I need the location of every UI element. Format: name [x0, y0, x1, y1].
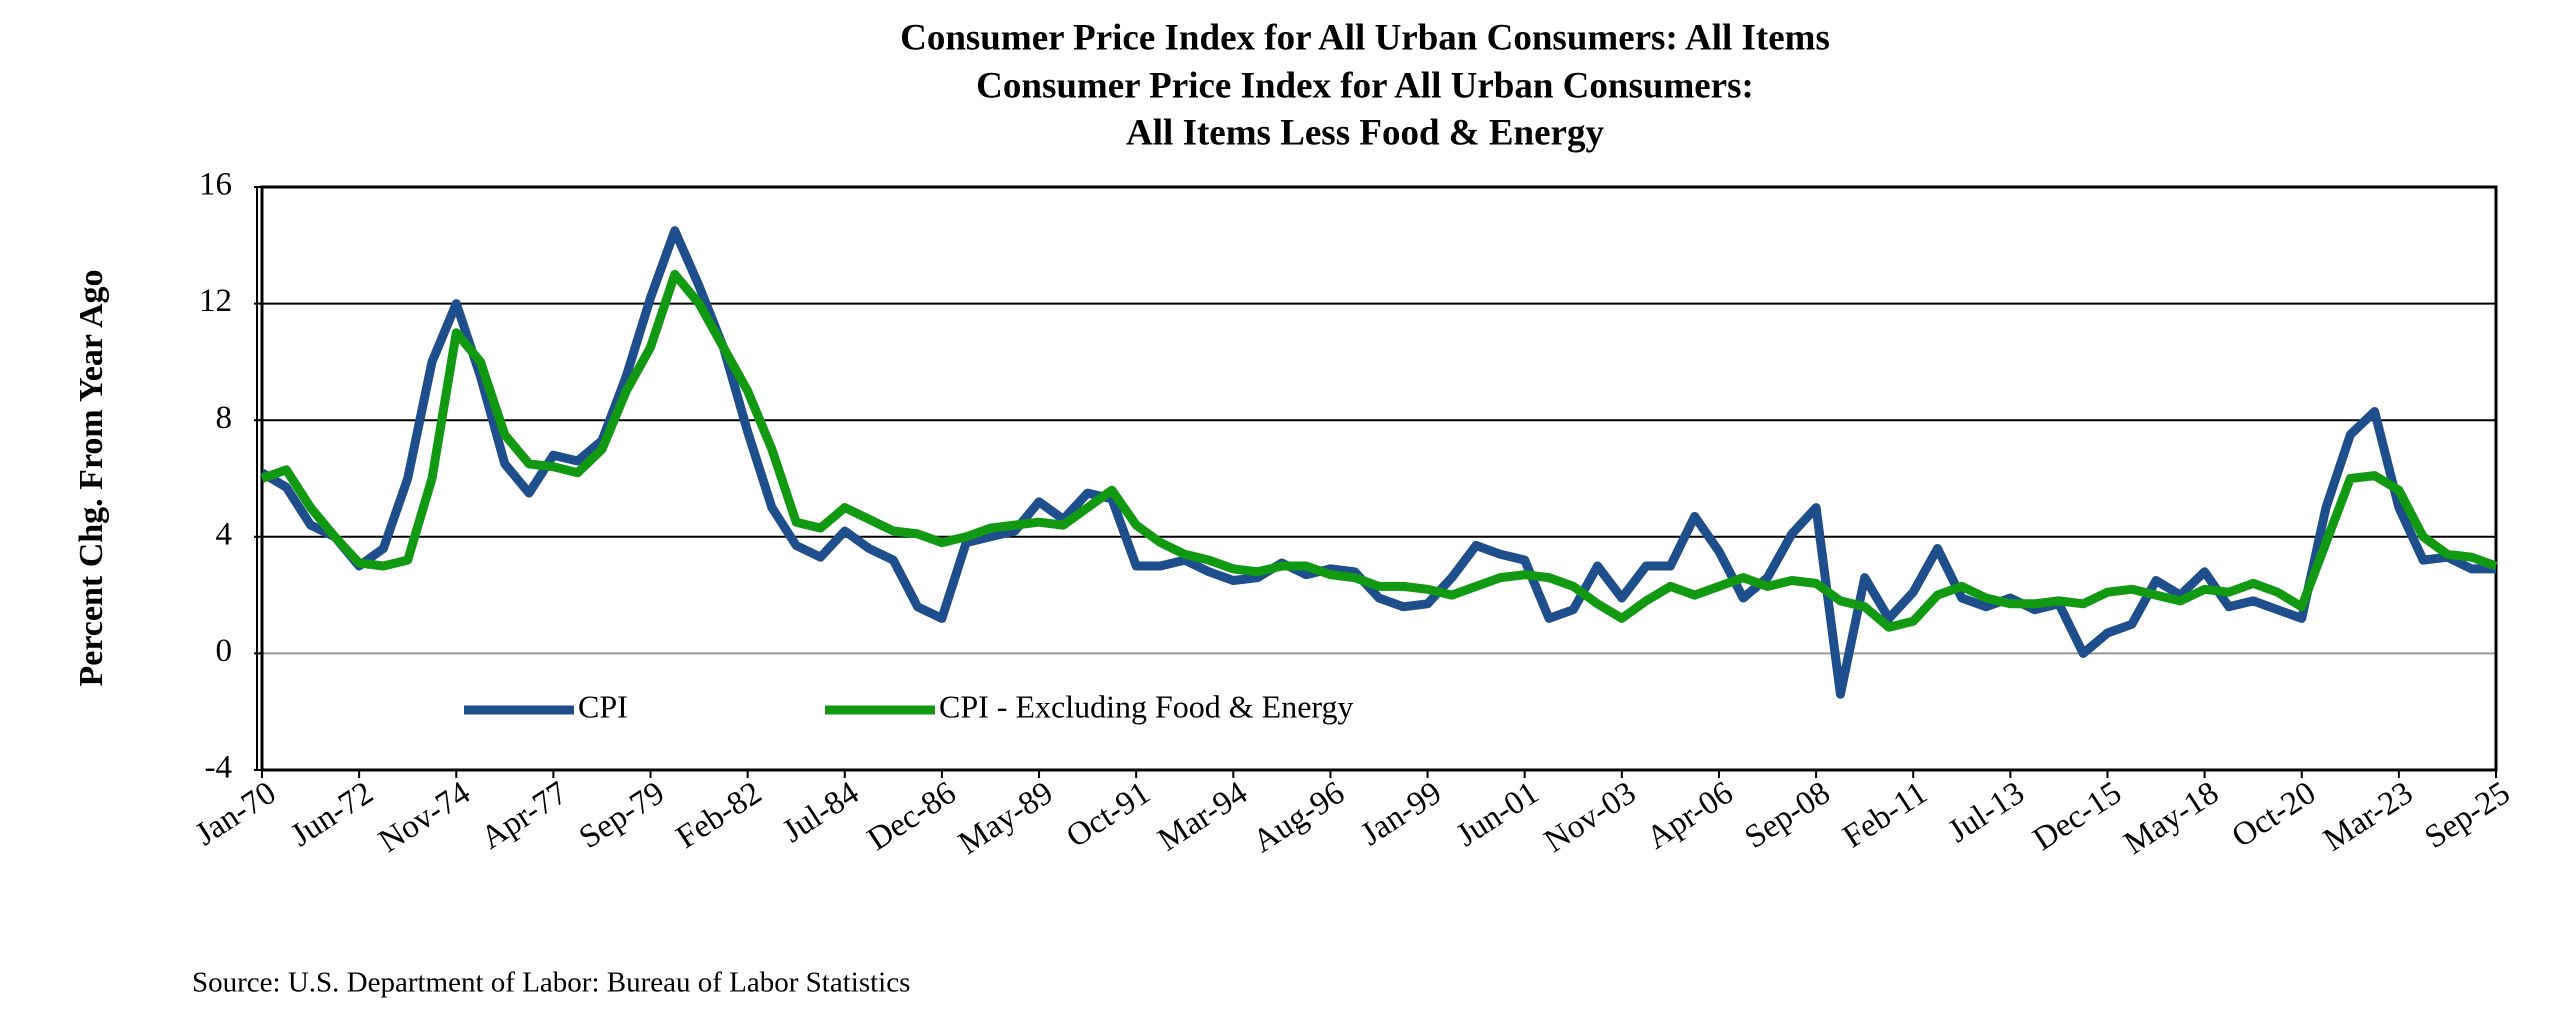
y-tick-label: -4: [205, 750, 233, 786]
y-tick-label: 4: [216, 516, 233, 552]
x-tick-label: Nov-03: [1538, 775, 1642, 860]
y-tick-label: 16: [199, 167, 232, 203]
x-tick-label: Sep-08: [1739, 775, 1837, 856]
x-tick-label: May-89: [952, 775, 1059, 862]
x-tick-label: Apr-06: [1640, 775, 1739, 857]
x-tick-label: Dec-15: [2027, 775, 2128, 858]
plot-frame: [260, 185, 2498, 772]
x-tick-label: Jun-72: [285, 775, 380, 854]
x-tick-label: Sep-79: [573, 775, 671, 856]
data-line: [259, 226, 2496, 699]
x-tick-label: Feb-11: [1837, 775, 1934, 855]
legend-label: CPI - Excluding Food & Energy: [939, 688, 1354, 724]
x-tick-label: Jul-13: [1942, 775, 2031, 850]
x-tick-label: Aug-96: [1247, 775, 1351, 860]
legend-label: CPI: [578, 688, 628, 724]
x-tick-label: Feb-82: [670, 775, 768, 856]
x-tick-label: Sep-25: [2418, 775, 2516, 856]
x-tick-label: Oct-91: [1060, 775, 1156, 855]
x-tick-label: Oct-20: [2226, 775, 2322, 855]
x-tick-label: Dec-86: [861, 775, 962, 858]
x-tick-label: Apr-77: [475, 775, 574, 857]
x-tick-label: Jan-99: [1355, 775, 1448, 853]
x-tick-label: Mar-94: [1152, 775, 1254, 859]
y-axis-label: Percent Chg. From Year Ago: [73, 269, 110, 686]
y-tick-label: 12: [199, 283, 232, 319]
chart-title: All Items Less Food & Energy: [1126, 112, 1604, 153]
x-tick-label: Nov-74: [373, 775, 477, 860]
x-tick-label: Mar-23: [2317, 775, 2419, 859]
y-tick-label: 0: [216, 633, 233, 669]
chart-title: Consumer Price Index for All Urban Consu…: [976, 65, 1754, 106]
x-tick-label: May-18: [2118, 775, 2225, 862]
x-tick-label: Jul-84: [776, 775, 865, 850]
data-line: [260, 269, 2498, 632]
chart-title: Consumer Price Index for All Urban Consu…: [900, 17, 1830, 58]
x-tick-label: Jun-01: [1450, 775, 1545, 854]
source-note: Source: U.S. Department of Labor: Bureau…: [192, 967, 910, 999]
y-tick-label: 8: [216, 400, 233, 436]
x-tick-label: Jan-70: [189, 775, 282, 853]
